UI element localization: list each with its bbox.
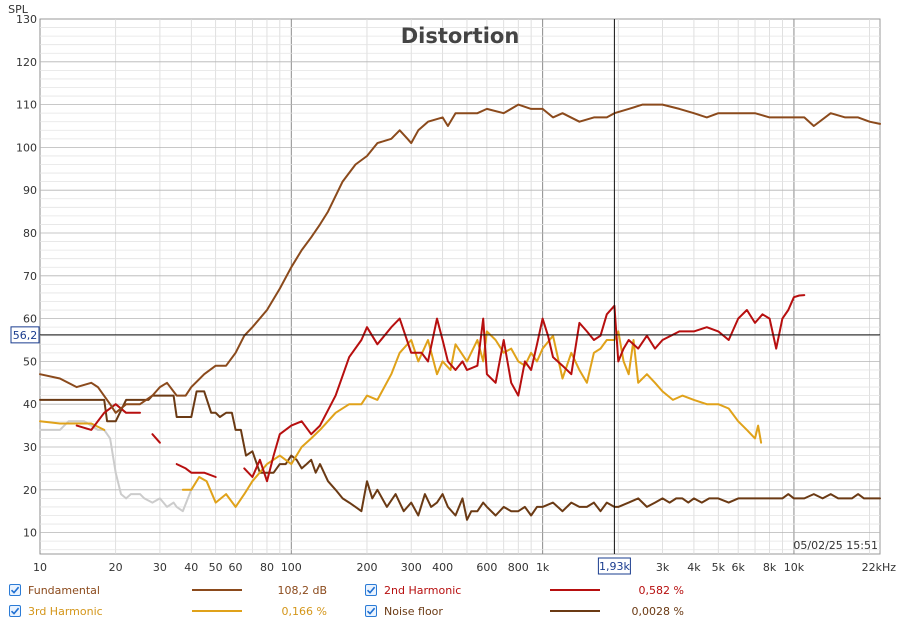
legend-item-3rd-harmonic[interactable]: 3rd Harmonic 0,166 % [9, 602, 349, 620]
x-tick-label: 60 [229, 561, 243, 574]
legend-value-noise-floor: 0,0028 % [631, 604, 684, 618]
legend-value-3rd-harmonic: 0,166 % [281, 604, 327, 618]
legend-value-fundamental: 108,2 dB [277, 583, 327, 597]
x-tick-label: 4k [687, 561, 701, 574]
x-tick-label: 22kHz [862, 561, 897, 574]
x-tick-label: 20 [109, 561, 123, 574]
x-tick-label: 100 [281, 561, 302, 574]
x-tick-label: 80 [260, 561, 274, 574]
y-tick-label: 70 [23, 270, 37, 283]
x-tick-label: 6k [732, 561, 746, 574]
y-tick-label: 130 [16, 13, 37, 26]
checkbox-3rd-harmonic[interactable] [9, 605, 21, 617]
y-tick-label: 30 [23, 441, 37, 454]
x-tick-label: 600 [476, 561, 497, 574]
y-tick-label: 40 [23, 398, 37, 411]
check-icon [10, 607, 20, 615]
check-icon [366, 607, 376, 615]
legend-item-fundamental[interactable]: Fundamental 108,2 dB [9, 581, 349, 599]
legend-swatch-noise-floor [550, 610, 600, 612]
x-tick-label: 50 [209, 561, 223, 574]
check-icon [366, 586, 376, 594]
legend-label-3rd-harmonic: 3rd Harmonic [28, 604, 103, 618]
check-icon [10, 586, 20, 594]
y-tick-label: 120 [16, 56, 37, 69]
legend-swatch-3rd-harmonic [192, 610, 242, 612]
y-tick-label: 80 [23, 227, 37, 240]
legend-label-2nd-harmonic: 2nd Harmonic [384, 583, 462, 597]
x-tick-label: 800 [508, 561, 529, 574]
y-tick-label: 20 [23, 484, 37, 497]
x-tick-label: 10 [33, 561, 47, 574]
chart-title: Distortion [401, 24, 520, 48]
series-2nd-harmonic-line [243, 294, 806, 483]
y-tick-label: 10 [23, 527, 37, 540]
y-axis-label: SPL [8, 3, 29, 16]
cursor-x-value: 1,93k [599, 560, 630, 573]
legend-item-noise-floor[interactable]: Noise floor 0,0028 % [365, 602, 695, 620]
chart-timestamp: 05/02/25 15:51 [793, 539, 878, 552]
series-2nd-harmonic-line [75, 403, 141, 431]
checkbox-fundamental[interactable] [9, 584, 21, 596]
series-fundamental-line [39, 103, 881, 414]
legend-swatch-2nd-harmonic [550, 589, 600, 591]
cursor-y-badge [10, 326, 40, 344]
series-reference-line [39, 420, 193, 513]
cursor-y-value: 56,2 [13, 329, 38, 342]
series-3rd-harmonic-line [181, 330, 763, 508]
x-tick-label: 400 [432, 561, 453, 574]
checkbox-noise-floor[interactable] [365, 605, 377, 617]
legend-label-noise-floor: Noise floor [384, 604, 443, 618]
plot-area [39, 18, 881, 555]
y-tick-label: 110 [16, 99, 37, 112]
legend-label-fundamental: Fundamental [28, 583, 100, 597]
y-tick-label: 50 [23, 355, 37, 368]
series-2nd-harmonic-line [175, 463, 217, 478]
x-tick-label: 300 [401, 561, 422, 574]
y-tick-label: 90 [23, 184, 37, 197]
x-tick-label: 5k [712, 561, 726, 574]
x-tick-label: 40 [184, 561, 198, 574]
legend-swatch-fundamental [192, 589, 242, 591]
checkbox-2nd-harmonic[interactable] [365, 584, 377, 596]
legend-value-2nd-harmonic: 0,582 % [638, 583, 684, 597]
x-tick-label: 200 [356, 561, 377, 574]
legend-item-2nd-harmonic[interactable]: 2nd Harmonic 0,582 % [365, 581, 695, 599]
x-tick-label: 1k [536, 561, 550, 574]
x-tick-label: 3k [656, 561, 670, 574]
series-noise-floor-line [39, 390, 881, 521]
y-tick-label: 60 [23, 313, 37, 326]
y-tick-label: 100 [16, 141, 37, 154]
series-2nd-harmonic-line [151, 433, 161, 444]
x-tick-label: 30 [153, 561, 167, 574]
x-tick-label: 10k [784, 561, 805, 574]
x-tick-label: 8k [763, 561, 777, 574]
cursor-x-badge [597, 557, 631, 575]
